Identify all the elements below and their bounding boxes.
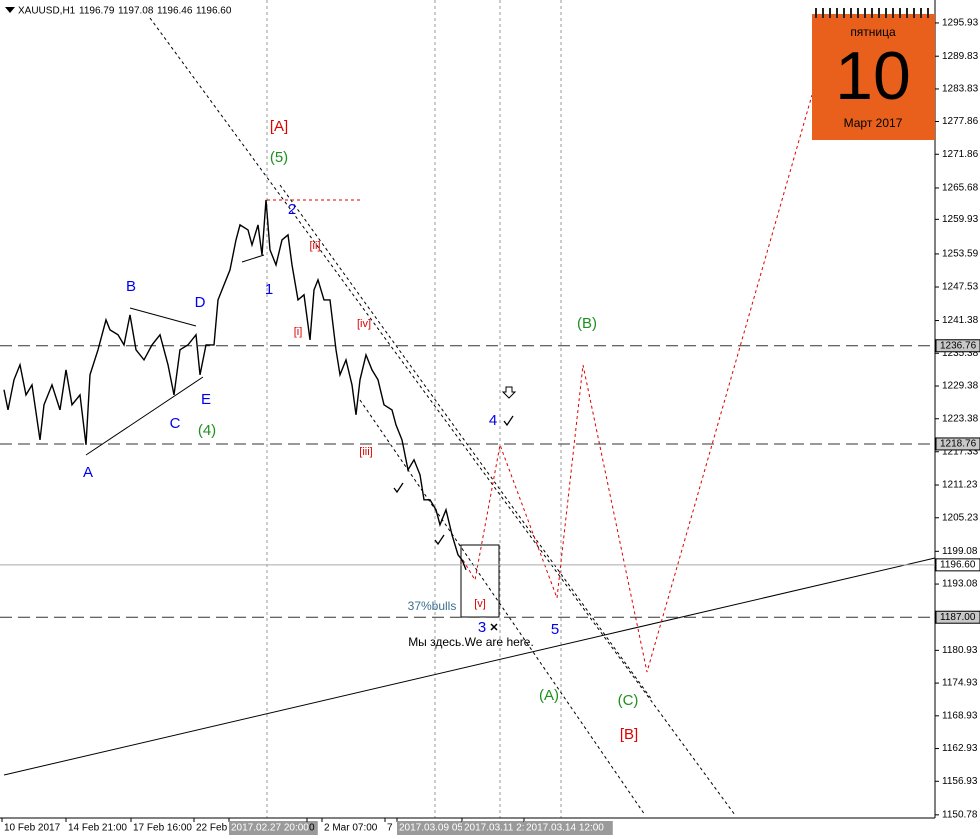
x-tick-label: 7 <box>387 823 393 834</box>
x-tick-highlight <box>524 821 613 835</box>
x-tick-label: 14 Feb 21:00 <box>68 823 127 834</box>
y-tick-label: 1223.38 <box>942 413 979 424</box>
y-tick-label: 1174.93 <box>942 678 978 689</box>
y-tick-label: 1289.83 <box>942 51 979 62</box>
y-tick-label: 1271.86 <box>942 149 979 160</box>
annotation: 1 <box>265 281 273 298</box>
annotation: E <box>201 391 211 408</box>
y-tick-label: 1180.93 <box>942 645 978 656</box>
annotation: (A) <box>539 687 559 704</box>
annotation: 37%bulls <box>408 599 457 613</box>
annotation: [iii] <box>359 446 372 458</box>
x-tick-label: 10 Feb 2017 <box>4 823 61 834</box>
y-tick-label: 1295.93 <box>942 18 979 29</box>
level-label-box <box>935 558 980 572</box>
level-label: 1196.60 <box>940 559 976 570</box>
annotation: 4 <box>489 412 497 429</box>
price-line <box>3 199 467 571</box>
y-tick-label: 1265.68 <box>942 183 979 194</box>
level-label-box <box>935 610 980 624</box>
y-tick-label: 1193.08 <box>942 579 978 590</box>
annotation: (4) <box>198 422 216 439</box>
x-tick-label: 2017.03.11 2: <box>464 823 524 834</box>
annotation: D <box>195 294 206 311</box>
level-label: 1236.76 <box>940 340 977 351</box>
calendar-weekday: пятница <box>850 25 896 39</box>
y-tick-label: 1247.53 <box>942 282 979 293</box>
time-markers <box>266 0 562 818</box>
y-tick-label: 1162.93 <box>942 743 978 754</box>
x-tick-label: 2017.03.09 05: <box>399 823 466 834</box>
annotation: 2 <box>288 201 296 218</box>
annotation: C <box>170 415 181 432</box>
x-tick-highlight <box>397 821 476 835</box>
y-tick-label: 1283.83 <box>942 84 979 95</box>
y-tick-label: 1229.38 <box>942 381 979 392</box>
annotation: [iv] <box>357 318 371 330</box>
level-label: 1218.76 <box>940 439 977 450</box>
x-tick-label: 2017.03.14 12:00 <box>526 823 604 834</box>
level-label-box <box>935 437 980 451</box>
y-tick-label: 1150.78 <box>942 809 978 820</box>
y-tick-label: 1205.23 <box>942 512 979 523</box>
x-tick-highlight <box>229 821 318 835</box>
annotation: 3 <box>478 619 486 636</box>
calendar-day: 10 <box>835 38 911 114</box>
x-tick-label: 0 <box>309 823 315 834</box>
calendar-month: Март 2017 <box>844 116 903 130</box>
level-label: 1187.00 <box>940 612 976 623</box>
trend-lines <box>3 17 936 816</box>
header: XAUUSD,H1 1196.79 1197.08 1196.46 1196.6… <box>5 6 232 17</box>
annotation: [B] <box>620 726 638 743</box>
annotation: [v] <box>474 598 486 610</box>
level-label-box <box>935 339 980 353</box>
annotation: (C) <box>618 692 639 709</box>
y-tick-label: 1235.38 <box>942 348 979 359</box>
symbol: XAUUSD,H1 <box>18 6 76 17</box>
annotation: B <box>126 278 136 295</box>
annotation: [ii] <box>310 240 321 252</box>
y-tick-label: 1253.59 <box>942 249 979 260</box>
annotation: Мы здесь.We are here. <box>408 635 534 649</box>
quote: 1196.60 <box>196 6 232 17</box>
y-tick-label: 1156.93 <box>942 776 978 787</box>
quote: 1196.79 <box>79 6 115 17</box>
x-tick-label: 2 Mar 07:00 <box>324 823 378 834</box>
annotation: A <box>83 464 93 481</box>
annotation: [i] <box>294 326 303 338</box>
annotation: (B) <box>577 315 597 332</box>
x-tick-label: 2017.02.27 20:00 <box>231 823 309 834</box>
y-tick-label: 1168.93 <box>942 710 978 721</box>
annotation: [A] <box>270 118 288 135</box>
x-tick-label: 22 Feb <box>196 823 228 834</box>
y-tick-label: 1277.86 <box>942 116 979 127</box>
y-tick-label: 1199.08 <box>942 546 978 557</box>
y-tick-label: 1259.93 <box>942 214 979 225</box>
y-tick-label: 1217.33 <box>942 446 979 457</box>
x-tick-highlight <box>462 821 535 835</box>
quote: 1196.46 <box>157 6 193 17</box>
calendar: пятница 10 Март 2017 <box>812 8 935 140</box>
annotation: 5 <box>551 621 559 638</box>
quote: 1197.08 <box>118 6 154 17</box>
y-tick-label: 1241.38 <box>942 315 979 326</box>
annotation: (5) <box>270 149 288 166</box>
y-tick-label: 1211.23 <box>942 480 978 491</box>
x-tick-label: 17 Feb 16:00 <box>133 823 192 834</box>
